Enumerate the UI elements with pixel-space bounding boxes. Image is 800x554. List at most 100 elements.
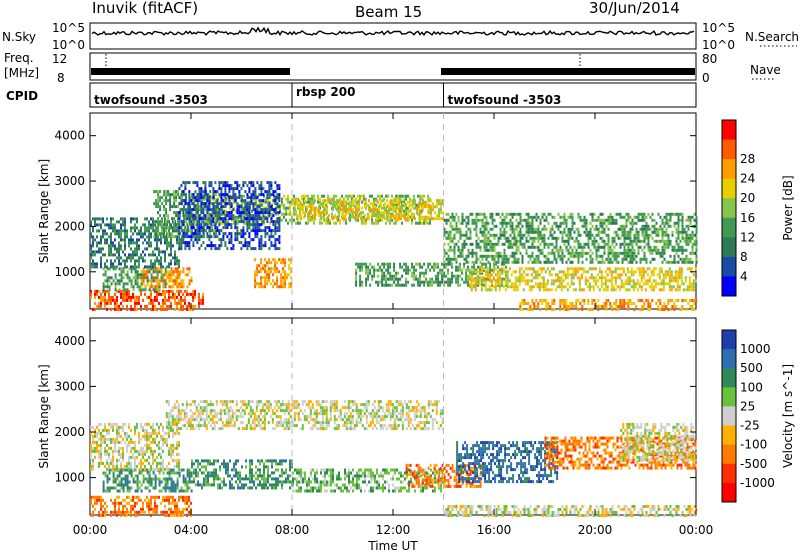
range-gate-cell	[94, 253, 96, 257]
range-gate-cell	[593, 242, 596, 246]
range-gate-cell	[182, 181, 185, 185]
range-gate-cell	[200, 235, 203, 239]
range-gate-cell	[591, 260, 594, 264]
range-gate-cell	[146, 279, 149, 283]
range-gate-cell	[100, 301, 102, 305]
range-gate-cell	[153, 220, 156, 224]
range-gate-cell	[613, 245, 616, 249]
range-gate-cell	[610, 270, 613, 274]
range-gate-cell	[487, 242, 490, 246]
nsearch-top-tick: 10^5	[702, 21, 735, 35]
range-gate-cell	[246, 244, 249, 248]
range-gate-cell	[691, 236, 694, 240]
range-gate-cell	[650, 288, 653, 292]
range-gate-cell	[138, 229, 140, 233]
range-gate-cell	[94, 220, 96, 224]
range-gate-cell	[203, 221, 205, 225]
range-gate-cell	[144, 273, 147, 277]
range-gate-cell	[118, 244, 120, 248]
range-gate-cell	[473, 260, 476, 264]
range-gate-cell	[148, 232, 150, 236]
range-gate-cell	[467, 248, 470, 252]
range-gate-cell	[633, 233, 636, 237]
range-gate-cell	[120, 244, 122, 248]
range-gate-cell	[289, 200, 291, 204]
range-gate-cell	[205, 208, 208, 212]
range-gate-cell	[412, 199, 414, 203]
range-gate-cell	[457, 245, 460, 249]
range-gate-cell	[647, 239, 650, 243]
range-gate-cell	[282, 258, 285, 262]
range-gate-cell	[457, 218, 460, 222]
range-gate-cell	[565, 302, 568, 305]
range-gate-cell	[164, 250, 166, 254]
range-gate-cell	[288, 285, 291, 289]
range-gate-cell	[487, 254, 490, 258]
range-gate-cell	[418, 205, 420, 209]
range-gate-cell	[511, 221, 514, 225]
range-gate-cell	[529, 305, 532, 308]
range-gate-cell	[677, 221, 680, 225]
range-gate-cell	[256, 273, 259, 277]
range-gate-cell	[222, 193, 225, 197]
range-gate-cell	[264, 264, 267, 268]
range-gate-cell	[206, 235, 209, 239]
range-gate-cell	[162, 279, 165, 283]
range-gate-cell	[356, 202, 358, 206]
range-gate-cell	[158, 282, 161, 286]
range-gate-cell	[457, 254, 460, 258]
range-gate-cell	[436, 205, 438, 209]
range-gate-cell	[208, 238, 211, 242]
range-gate-cell	[438, 214, 440, 218]
range-gate-cell	[166, 276, 169, 280]
range-gate-cell	[204, 187, 207, 191]
range-gate-cell	[674, 288, 677, 292]
range-gate-cell	[144, 270, 147, 274]
range-gate-cell	[581, 308, 584, 311]
range-gate-cell	[190, 223, 193, 227]
range-gate-cell	[449, 280, 452, 284]
range-gate-cell	[373, 265, 376, 269]
range-gate-cell	[585, 242, 588, 246]
range-gate-cell	[136, 247, 138, 251]
range-gate-cell	[632, 273, 635, 277]
range-gate-cell	[491, 257, 494, 261]
range-gate-cell	[302, 208, 304, 212]
range-gate-cell	[134, 276, 137, 280]
range-gate-cell	[607, 254, 610, 258]
range-gate-cell	[603, 245, 606, 249]
range-gate-cell	[196, 211, 199, 215]
range-gate-cell	[155, 220, 158, 224]
range-gate-cell	[168, 241, 170, 245]
range-gate-cell	[675, 212, 678, 216]
range-gate-cell	[246, 202, 249, 206]
range-gate-cell	[102, 229, 104, 233]
range-gate-cell	[535, 245, 538, 249]
range-gate-cell	[280, 261, 283, 265]
range-gate-cell	[196, 238, 199, 242]
range-gate-cell	[557, 224, 560, 228]
range-gate-cell	[433, 262, 436, 266]
range-gate-cell	[668, 267, 671, 271]
range-gate-cell	[622, 267, 625, 271]
range-gate-cell	[144, 229, 146, 233]
range-gate-cell	[234, 181, 237, 185]
range-gate-cell	[167, 199, 170, 203]
range-gate-cell	[629, 230, 632, 234]
range-gate-cell	[262, 285, 265, 289]
range-gate-cell	[208, 244, 211, 248]
range-gate-cell	[510, 285, 513, 289]
range-gate-cell	[168, 244, 170, 248]
range-gate-cell	[230, 196, 233, 200]
range-gate-cell	[200, 226, 203, 230]
range-gate-cell	[639, 308, 642, 311]
range-gate-cell	[597, 227, 600, 231]
range-gate-cell	[569, 233, 572, 237]
range-gate-cell	[170, 232, 172, 236]
range-gate-cell	[576, 270, 579, 274]
range-gate-cell	[336, 202, 338, 206]
range-gate-cell	[290, 285, 293, 289]
range-gate-cell	[246, 205, 249, 209]
range-gate-cell	[618, 276, 621, 280]
range-gate-cell	[170, 253, 172, 257]
